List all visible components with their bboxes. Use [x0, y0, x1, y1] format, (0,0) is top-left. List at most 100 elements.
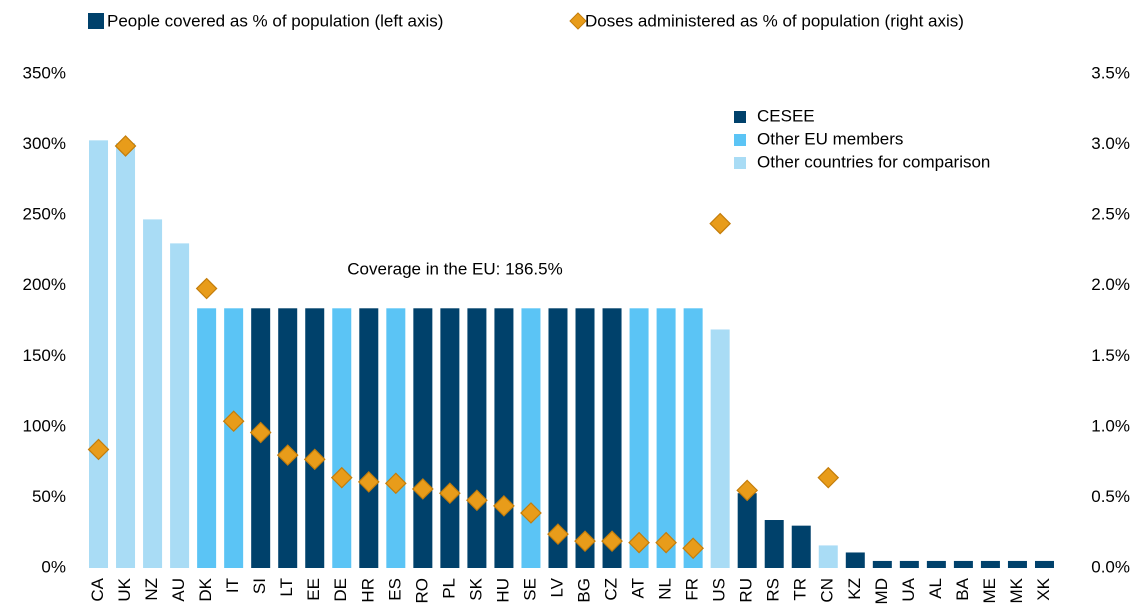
dose-marker [114, 135, 137, 157]
y-tick-label: 50% [32, 487, 66, 506]
x-tick-label: EE [304, 578, 323, 601]
dose-marker [303, 448, 326, 471]
x-tick-label: HR [358, 578, 377, 603]
x-tick-label: SI [250, 578, 269, 594]
bar [521, 308, 541, 568]
x-tick-label: ES [385, 578, 404, 601]
y-tick-label: 300% [23, 134, 66, 153]
bar [467, 308, 487, 568]
bar [494, 308, 514, 568]
y2-tick-label: 1.0% [1091, 416, 1130, 435]
legend-label: Doses administered as % of population (r… [585, 11, 964, 30]
legend-label: Other EU members [757, 129, 903, 148]
dose-marker [682, 537, 704, 560]
x-tick-label: FR [683, 578, 702, 601]
y-tick-label: 350% [23, 63, 66, 82]
dose-marker [547, 523, 569, 545]
dose-marker [222, 410, 245, 433]
dose-marker [384, 472, 407, 495]
x-tick-label: DK [196, 577, 215, 601]
dose-marker [466, 489, 488, 512]
x-tick-label: PL [439, 578, 458, 599]
bar [359, 308, 379, 568]
x-tick-label: UK [115, 577, 134, 601]
x-tick-label: NZ [142, 578, 161, 601]
bar [440, 308, 460, 568]
x-tick-label: CZ [602, 578, 621, 601]
x-tick-label: XK [1034, 577, 1053, 600]
dose-marker [249, 421, 272, 444]
bar [899, 560, 919, 568]
dose-marker [87, 438, 110, 461]
bar [305, 308, 325, 568]
bar [278, 308, 298, 568]
x-tick-label: IT [223, 578, 242, 593]
x-tick-label: MK [1007, 577, 1026, 603]
dose-marker [330, 466, 353, 489]
bar [413, 308, 433, 568]
dose-marker [195, 277, 218, 300]
bar [143, 219, 163, 568]
x-tick-label: HU [493, 578, 512, 603]
dose-marker [628, 531, 650, 554]
dose-marker [574, 530, 596, 553]
bar [602, 308, 622, 568]
bar [116, 143, 136, 568]
x-tick-label: KZ [845, 578, 864, 600]
y-tick-label: 100% [23, 416, 66, 435]
y2-tick-label: 2.5% [1091, 205, 1130, 224]
x-tick-label: UA [899, 577, 918, 601]
x-tick-label: RU [737, 578, 756, 603]
bar [845, 552, 865, 568]
y2-tick-label: 2.0% [1091, 275, 1130, 294]
bar [764, 520, 784, 568]
legend-swatch [734, 157, 746, 169]
bar [656, 308, 676, 568]
bar [1034, 560, 1054, 568]
x-tick-label: SK [466, 577, 485, 600]
bar [818, 545, 838, 568]
bar [683, 308, 703, 568]
x-tick-label: LV [547, 577, 566, 597]
dose-marker [411, 478, 434, 500]
dose-marker [601, 530, 623, 553]
legend-swatch [734, 134, 746, 146]
dose-marker [439, 482, 461, 505]
legend-swatch [569, 12, 587, 30]
x-tick-label: CA [88, 577, 107, 601]
x-tick-label: MD [872, 578, 891, 604]
dose-marker [655, 531, 677, 554]
dose-marker [520, 502, 542, 524]
x-tick-label: BA [953, 577, 972, 600]
bar [575, 308, 595, 568]
y-tick-label: 200% [23, 275, 66, 294]
bar [548, 308, 568, 568]
y-tick-label: 150% [23, 346, 66, 365]
dose-marker [276, 444, 299, 466]
x-tick-label: CN [818, 578, 837, 603]
y2-tick-label: 3.5% [1091, 63, 1130, 82]
dose-marker [709, 212, 732, 235]
bar [737, 493, 757, 568]
legend-label: People covered as % of population (left … [107, 11, 443, 30]
y2-tick-label: 0.5% [1091, 487, 1130, 506]
bar [980, 560, 1000, 568]
x-tick-label: SE [520, 578, 539, 601]
dose-marker [817, 466, 840, 489]
bar [332, 308, 352, 568]
x-tick-label: AT [629, 578, 648, 598]
y2-tick-label: 3.0% [1091, 134, 1130, 153]
legend-swatch [88, 13, 104, 29]
x-tick-label: BG [574, 578, 593, 603]
x-tick-label: LT [277, 578, 296, 597]
bar [953, 560, 973, 568]
y-tick-label: 0% [41, 557, 66, 576]
legend-label: Other countries for comparison [757, 152, 990, 171]
x-tick-label: AU [169, 578, 188, 602]
bar [710, 329, 730, 568]
x-tick-label: NL [656, 578, 675, 600]
y2-tick-label: 0.0% [1091, 557, 1130, 576]
x-tick-label: ME [980, 578, 999, 604]
bar [224, 308, 244, 568]
